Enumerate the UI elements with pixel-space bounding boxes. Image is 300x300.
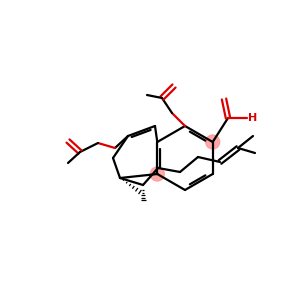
Circle shape — [150, 167, 164, 181]
Circle shape — [206, 135, 220, 149]
Text: H: H — [248, 113, 257, 123]
